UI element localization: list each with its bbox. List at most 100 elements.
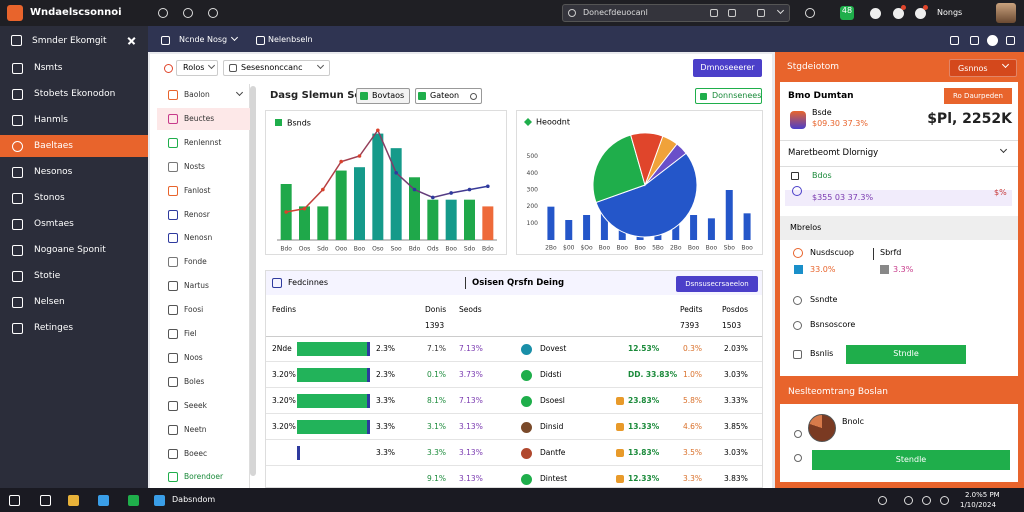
list-item[interactable]: Seeek [184, 400, 207, 410]
sidebar-item[interactable]: Nesonos [34, 167, 73, 177]
table-button[interactable]: Dsnsusecrsaeelon [676, 276, 758, 292]
badge: 48 [840, 6, 854, 20]
active-list-item [157, 107, 250, 130]
icon [154, 494, 165, 506]
list-item[interactable]: Fiel [184, 329, 197, 338]
avatar[interactable] [996, 3, 1016, 23]
row-label: 3.20% [272, 370, 296, 379]
list-item[interactable]: Beuctes [184, 113, 215, 123]
icon [168, 305, 178, 316]
cell: 1.0% [683, 370, 703, 379]
nav-menu[interactable]: Ncnde Nosg [179, 35, 228, 44]
y-tick-label: 200 [527, 203, 539, 210]
sidebar-item[interactable]: Baeltaes [34, 141, 73, 151]
bar [482, 206, 494, 240]
taskbar-app[interactable]: Dabsndom [172, 495, 216, 504]
action-button[interactable]: Stndle [846, 345, 966, 364]
trend-icon [616, 449, 624, 457]
list-item[interactable]: Borendoer [184, 472, 224, 482]
search-box[interactable] [562, 4, 790, 22]
icon [168, 376, 178, 387]
panel2-button[interactable]: Stendle [812, 450, 1010, 470]
bar [672, 223, 680, 240]
header-button[interactable]: Gsnnos [949, 59, 1017, 77]
list-item[interactable]: Nosts [184, 161, 205, 171]
bar [372, 133, 384, 240]
icon [360, 92, 368, 100]
icon [68, 494, 79, 506]
sidebar-item[interactable]: Stobets Ekonodon [34, 89, 116, 99]
list-item[interactable]: Nenosn [184, 233, 213, 243]
list-item[interactable]: Renosr [184, 209, 210, 219]
icon [792, 186, 802, 196]
pie-slice [592, 134, 646, 204]
panel-header: Stgdeiotom [787, 62, 840, 72]
list-item[interactable]: Renlennst [184, 137, 222, 147]
chart-title: Bsnds [287, 119, 311, 128]
icon [168, 90, 178, 100]
trend-icon [616, 475, 624, 483]
stat-value: 3.3% [893, 265, 914, 274]
nav-crumb[interactable]: Nelenbseln [268, 35, 313, 44]
row-label: 2Nde [272, 344, 292, 353]
dropdown[interactable]: Maretbeomt Dlornigy [788, 148, 879, 158]
list-item[interactable]: Boles [184, 376, 205, 386]
icon [168, 161, 178, 172]
cell: 3.83% [724, 474, 748, 483]
column-header: Donis [425, 305, 447, 314]
sidebar-item[interactable]: Osmtaes [34, 219, 74, 229]
x-tick-label: Boo [354, 246, 366, 253]
x-tick-label: Bdo [482, 246, 494, 253]
progress-tip [367, 368, 370, 382]
list-item[interactable]: Nartus [184, 281, 209, 291]
list-item[interactable]: Fonde [184, 257, 207, 267]
link[interactable]: Bsnsoscore [810, 320, 856, 329]
icon [12, 114, 23, 126]
list-item[interactable]: Noos [184, 352, 203, 362]
list-item[interactable]: Boeec [184, 448, 208, 458]
icon [915, 7, 926, 19]
icon [521, 421, 532, 433]
card-button[interactable]: Ro Daurpeden [944, 88, 1012, 104]
icon [728, 9, 736, 17]
outline-button[interactable] [695, 88, 762, 104]
app-logo [7, 5, 23, 21]
row-divider [266, 336, 762, 337]
link[interactable]: Ssndte [810, 295, 838, 304]
bar [299, 206, 310, 240]
cell-name: Dantfe [540, 448, 566, 457]
select-dropdown[interactable] [223, 60, 330, 76]
icon [12, 218, 23, 230]
panel2-chart [808, 414, 836, 442]
icon [710, 9, 718, 17]
table-filter[interactable]: Fedcinnes [288, 278, 329, 287]
bar [409, 177, 420, 240]
chip-text: Bovtaos [372, 91, 405, 100]
sidebar-item[interactable]: Nsmts [34, 63, 63, 73]
list-item[interactable]: Neetn [184, 424, 207, 434]
primary-button[interactable]: Dmnoseeerer [693, 59, 762, 77]
icon [12, 62, 23, 74]
sidebar-item[interactable]: Nelsen [34, 297, 65, 307]
pie-slice [595, 152, 698, 238]
list-item[interactable]: Baolon [184, 90, 210, 99]
divider [780, 166, 1018, 167]
line-point [412, 187, 417, 192]
list-item[interactable]: Fanlost [184, 185, 211, 195]
sidebar-item[interactable]: Nogoane Sponit [34, 245, 106, 255]
sidebar-item[interactable]: Stonos [34, 193, 65, 203]
filter-dropdown[interactable] [176, 60, 218, 76]
chip[interactable] [356, 88, 410, 104]
sidebar-item[interactable]: Hanmls [34, 115, 68, 125]
chip[interactable] [415, 88, 482, 104]
bar [707, 218, 715, 240]
icon [272, 278, 282, 288]
icon [40, 494, 51, 506]
sidebar-item[interactable]: Retinges [34, 323, 74, 333]
icon [168, 448, 178, 459]
cell: 23.83% [628, 396, 660, 405]
list-item[interactable]: Foosi [184, 305, 204, 315]
sidebar-item[interactable]: Stotie [34, 271, 61, 281]
stat-value: 33.0% [810, 265, 836, 274]
